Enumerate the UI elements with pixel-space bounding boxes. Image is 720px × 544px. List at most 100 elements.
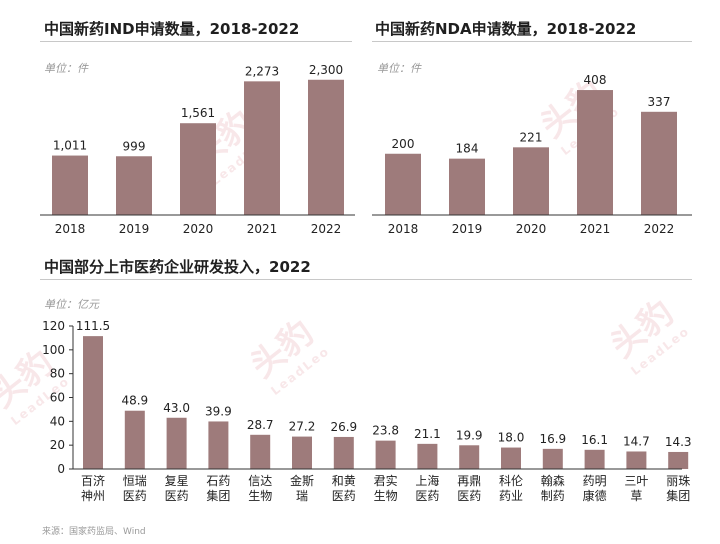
data-label: 16.1	[581, 433, 608, 447]
data-label: 1,011	[53, 139, 87, 153]
x-tick-label: 神州	[81, 489, 105, 503]
bar	[308, 79, 344, 215]
data-label: 26.9	[330, 420, 357, 434]
bar	[250, 434, 271, 469]
data-label: 999	[123, 139, 146, 153]
y-tick-label: 20	[50, 438, 65, 452]
x-tick-label: 集团	[206, 488, 230, 503]
data-label: 1,561	[181, 106, 215, 120]
bar	[52, 155, 88, 215]
x-tick-label: 制药	[541, 489, 565, 503]
x-tick-label: 2018	[388, 222, 419, 236]
x-tick-label: 和黄	[332, 474, 356, 488]
data-label: 21.1	[414, 427, 441, 441]
y-tick-label: 40	[50, 414, 65, 428]
y-tick-label: 60	[50, 391, 65, 405]
data-label: 19.9	[456, 428, 483, 442]
bar	[124, 410, 145, 469]
x-tick-label: 2019	[119, 222, 150, 236]
bar	[626, 451, 647, 469]
chart-title: 中国新药IND申请数量，2018-2022	[44, 20, 300, 38]
x-tick-label: 上海	[415, 473, 439, 488]
bar	[584, 449, 605, 469]
data-label: 39.9	[205, 404, 232, 418]
y-tick-label: 120	[42, 319, 65, 333]
y-tick-label: 100	[42, 343, 65, 357]
bar	[449, 158, 485, 215]
title-rule	[372, 41, 692, 42]
x-tick-label: 2021	[580, 222, 611, 236]
x-tick-label: 2022	[644, 222, 675, 236]
unit-label: 单位：亿元	[44, 298, 99, 311]
x-tick-label: 2018	[55, 222, 86, 236]
bar	[385, 153, 421, 215]
x-tick-label: 生物	[248, 489, 272, 503]
x-tick-label: 复星	[165, 474, 189, 488]
x-tick-label: 集团	[666, 488, 690, 503]
chart-title: 中国新药NDA申请数量，2018-2022	[375, 20, 637, 38]
x-tick-label: 2019	[452, 222, 483, 236]
bar	[668, 451, 689, 469]
x-tick-label: 2022	[311, 222, 342, 236]
data-label: 200	[392, 137, 415, 151]
data-label: 111.5	[76, 319, 110, 333]
data-label: 184	[456, 142, 479, 156]
data-label: 337	[648, 95, 671, 109]
x-tick-label: 2020	[183, 222, 214, 236]
bar	[292, 436, 312, 469]
data-label: 43.0	[163, 401, 190, 415]
bar	[83, 336, 103, 469]
bar	[166, 417, 187, 469]
x-tick-label: 科伦	[499, 473, 523, 488]
x-tick-label: 百济	[81, 473, 105, 488]
data-label: 14.3	[665, 435, 692, 449]
data-label: 16.9	[539, 432, 566, 446]
x-tick-label: 三叶	[624, 474, 648, 488]
data-label: 18.0	[498, 431, 525, 445]
bar	[375, 440, 396, 469]
x-tick-label: 2020	[516, 222, 547, 236]
y-tick-label: 80	[50, 367, 65, 381]
x-tick-label: 药业	[499, 489, 523, 503]
title-rule	[40, 41, 352, 42]
data-label: 221	[520, 130, 543, 144]
bar	[116, 156, 152, 215]
x-tick-label: 医药	[457, 489, 481, 503]
unit-label: 单位：件	[377, 62, 421, 75]
x-tick-label: 丽珠	[666, 474, 690, 488]
bar	[180, 123, 216, 215]
bar	[333, 436, 354, 469]
x-tick-label: 再鼎	[457, 474, 481, 488]
bar	[208, 421, 229, 469]
data-label: 2,273	[245, 64, 279, 78]
bar	[542, 448, 563, 469]
source-note: 来源：国家药监局、Wind	[42, 527, 146, 537]
bar	[501, 447, 521, 469]
y-tick-label: 0	[57, 462, 65, 476]
data-label: 408	[584, 73, 607, 87]
x-tick-label: 石药	[206, 474, 230, 488]
bar	[459, 445, 480, 469]
x-tick-label: 恒瑞	[123, 474, 147, 488]
bar	[244, 81, 280, 216]
x-tick-label: 君实	[374, 473, 398, 488]
x-tick-label: 瑞	[296, 489, 308, 503]
data-label: 28.7	[247, 418, 274, 432]
x-tick-label: 2021	[247, 222, 278, 236]
x-tick-label: 草	[630, 489, 642, 503]
x-tick-label: 翰森	[541, 473, 565, 488]
x-tick-label: 医药	[165, 489, 189, 503]
data-label: 2,300	[309, 63, 343, 77]
data-label: 27.2	[289, 420, 316, 434]
bar	[513, 147, 549, 215]
data-label: 23.8	[372, 424, 399, 438]
x-tick-label: 医药	[415, 489, 439, 503]
x-tick-label: 医药	[123, 489, 147, 503]
data-label: 14.7	[623, 434, 650, 448]
x-tick-label: 医药	[332, 489, 356, 503]
bar	[417, 443, 438, 469]
bar	[577, 90, 613, 215]
bar	[641, 111, 677, 215]
data-label: 48.9	[121, 394, 148, 408]
